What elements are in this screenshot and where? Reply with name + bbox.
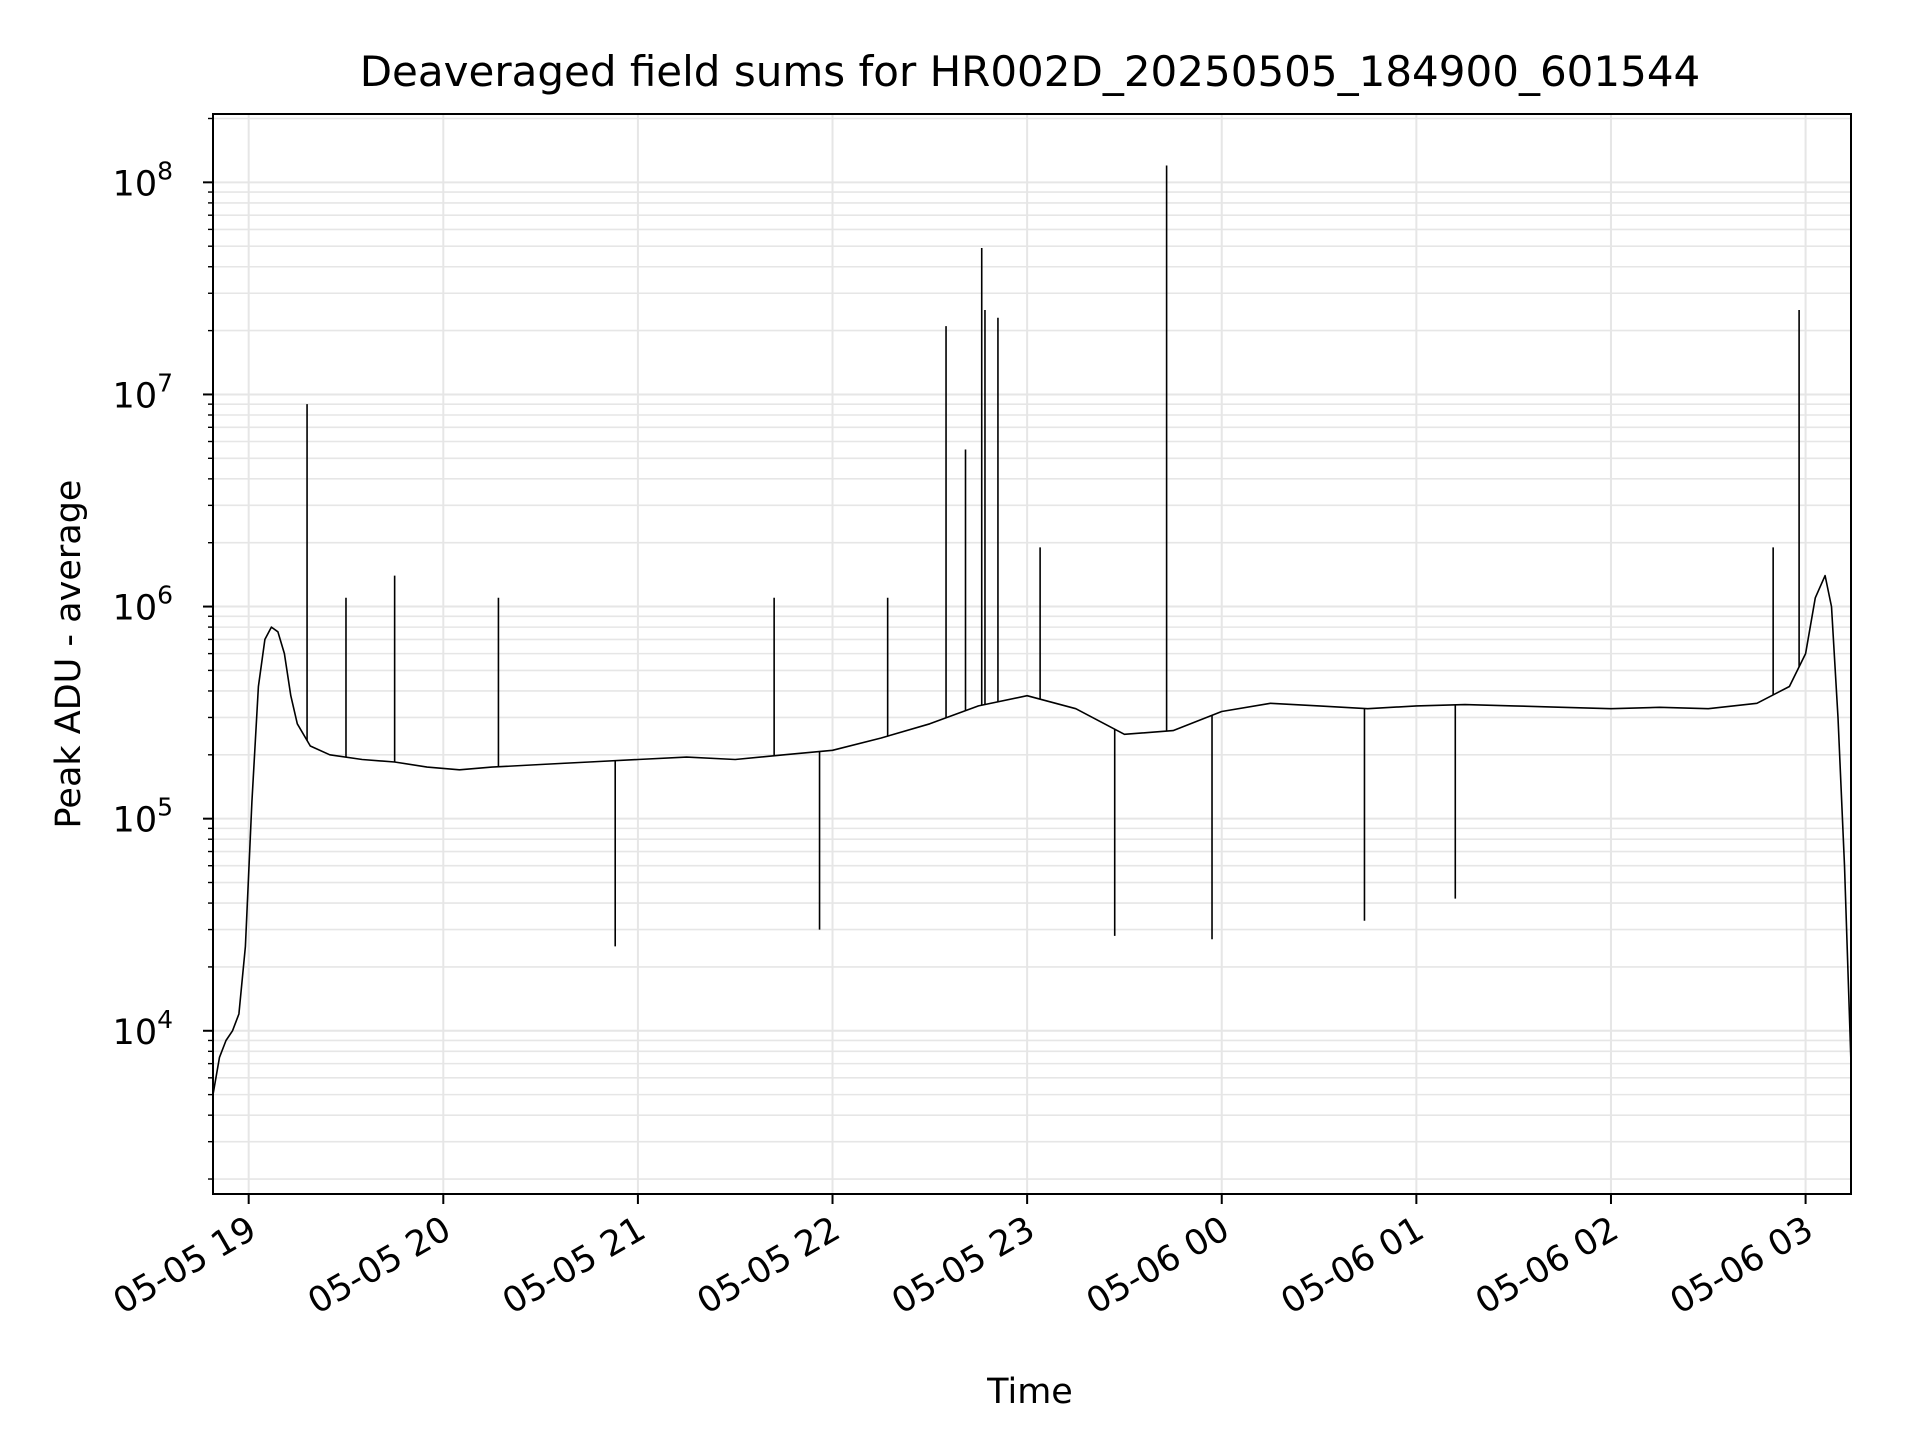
y-tick-label: 108	[113, 156, 173, 204]
y-axis: 104 105 106 107 108	[113, 117, 213, 1180]
y-axis-label: Peak ADU - average	[49, 480, 89, 829]
y-tick-label: 107	[113, 368, 173, 416]
y-tick-label: 104	[113, 1005, 173, 1053]
series-line	[212, 574, 1852, 1095]
x-axis-label: Time	[986, 1372, 1073, 1412]
y-tick-label: 106	[113, 581, 173, 629]
y-tick-label: 105	[113, 793, 173, 841]
plot-area	[212, 165, 1852, 1095]
chart-title: Deaveraged field sums for HR002D_2025050…	[360, 47, 1701, 96]
grid-lines	[213, 114, 1851, 1194]
